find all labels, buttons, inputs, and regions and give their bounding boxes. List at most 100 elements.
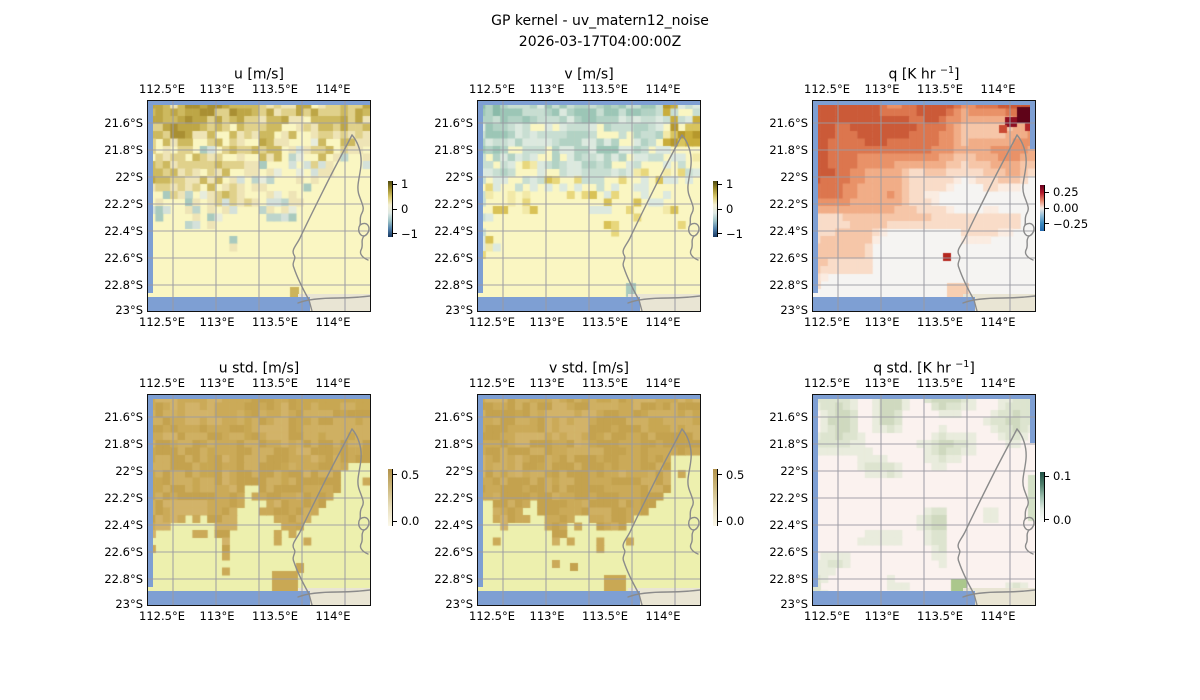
lat-tick-label: 21.6°S — [769, 410, 808, 424]
lon-tick-label-bottom: 113.5°E — [252, 315, 298, 329]
lon-tick-label-bottom: 113.5°E — [252, 609, 298, 623]
lat-tick-label: 21.8°S — [104, 143, 143, 157]
lon-tick-label-top: 112.5°E — [139, 82, 185, 96]
map-u — [147, 100, 371, 312]
panel-title-suffix: ] — [969, 360, 975, 377]
panel-u-std: u std. [m/s] 0.5 0.0 112.5°E 112.5°E 113°E 1… — [104, 361, 419, 623]
panel-title-v: v [m/s] — [478, 65, 700, 83]
lon-tick-label-bottom: 113.5°E — [917, 315, 963, 329]
lat-tick-label: 22.4°S — [104, 518, 143, 532]
colorbar-gradient — [1040, 185, 1044, 231]
panel-q-std: q std. [K hr −1] 0.1 0.0 112.5°E 112.5°E 11… — [769, 359, 1071, 623]
lat-tick-label: 22.6°S — [104, 545, 143, 559]
panel-u: u [m/s] 1 0 −1 112.5°E 112.5°E 113°E 113°E 113… — [104, 67, 418, 329]
lat-tick-label: 21.6°S — [104, 410, 143, 424]
lat-tick-label: 22.6°S — [104, 251, 143, 265]
lat-tick-label: 22°S — [780, 170, 808, 184]
lon-tick-label-top: 114°E — [980, 376, 1016, 390]
lon-tick-label-top: 112.5°E — [469, 82, 515, 96]
panel-q: q [K hr −1] 0.25 0.00 −0.25 112.5°E 112.5°E… — [769, 65, 1088, 329]
lat-tick-label: 21.8°S — [769, 437, 808, 451]
panel-title-q-std: q std. [K hr −1] — [813, 359, 1035, 377]
panel-title-text: v [m/s] — [564, 66, 614, 83]
colorbar-v: 1 0 −1 — [713, 177, 773, 241]
lon-tick-label-bottom: 114°E — [645, 315, 681, 329]
colorbar-tick-label: 1 — [726, 177, 734, 192]
lat-tick-label: 23°S — [115, 597, 143, 611]
panel-title-text: u std. [m/s] — [218, 360, 300, 377]
panel-title-text: v std. [m/s] — [549, 360, 629, 377]
lon-tick-label-bottom: 112.5°E — [804, 315, 850, 329]
lon-tick-label-bottom: 114°E — [980, 315, 1016, 329]
figure-title-line2: 2026-03-17T04:00:00Z — [518, 34, 682, 50]
lon-tick-label-bottom: 113.5°E — [582, 315, 628, 329]
panel-title-text: q [K hr — [888, 66, 941, 83]
lat-tick-label: 21.8°S — [769, 143, 808, 157]
colorbar-tick-label: 0.0 — [1053, 512, 1072, 527]
figure-title: GP kernel - uv_matern12_noise 2026-03-17… — [0, 11, 1200, 53]
lon-tick-label-bottom: 113°E — [529, 609, 565, 623]
lat-tick-label: 22.8°S — [434, 572, 473, 586]
lat-tick-label: 22.2°S — [434, 491, 473, 505]
lon-tick-label-top: 114°E — [645, 82, 681, 96]
lon-tick-label-top: 112.5°E — [804, 376, 850, 390]
colorbar-spine — [1043, 472, 1045, 522]
colorbar-tick-label: 0.5 — [401, 467, 420, 482]
lat-tick-label: 21.8°S — [104, 437, 143, 451]
lat-tick-label: 22.4°S — [434, 224, 473, 238]
lon-tick-label-top: 113°E — [529, 82, 565, 96]
lat-tick-label: 22.6°S — [769, 251, 808, 265]
lon-tick-label-top: 113°E — [199, 376, 235, 390]
lon-tick-label-bottom: 112.5°E — [469, 315, 515, 329]
colorbar-tick — [716, 520, 722, 523]
lon-tick-label-bottom: 114°E — [980, 609, 1016, 623]
figure-title-line1: GP kernel - uv_matern12_noise — [491, 13, 709, 29]
lat-tick-label: 22.8°S — [769, 572, 808, 586]
colorbar-tick — [716, 474, 722, 476]
colorbar-tick — [716, 233, 722, 235]
colorbar-tick-label: 0 — [726, 202, 734, 216]
lon-tick-label-top: 114°E — [980, 82, 1016, 96]
map-overlay-v-std — [478, 395, 700, 605]
colorbar-gradient — [388, 181, 392, 237]
lat-tick-label: 23°S — [445, 303, 473, 317]
panel-v-std: v std. [m/s] 0.5 0.0 112.5°E 112.5°E 113°E 1… — [434, 361, 744, 623]
colorbar-tick-label: 0.0 — [726, 514, 745, 529]
colorbar-tick — [1043, 191, 1049, 194]
lat-tick-label: 22.8°S — [769, 278, 808, 292]
lat-tick-label: 22.4°S — [769, 518, 808, 532]
colorbar-tick — [391, 520, 397, 523]
lon-tick-label-bottom: 112.5°E — [469, 609, 515, 623]
colorbar-tick — [1043, 223, 1049, 225]
lat-tick-label: 22.2°S — [104, 197, 143, 211]
colorbar-tick-label: 0.25 — [1053, 185, 1079, 200]
lat-tick-label: 22.4°S — [434, 518, 473, 532]
lon-tick-label-bottom: 112.5°E — [139, 609, 185, 623]
colorbar-tick — [1043, 475, 1049, 477]
lon-tick-label-top: 113°E — [199, 82, 235, 96]
lat-tick-label: 22.2°S — [434, 197, 473, 211]
panel-title-q: q [K hr −1] — [813, 65, 1035, 83]
lat-tick-label: 21.8°S — [434, 437, 473, 451]
lat-tick-label: 21.6°S — [769, 116, 808, 130]
lon-tick-label-top: 113.5°E — [252, 376, 298, 390]
colorbar-u: 1 0 −1 — [388, 177, 448, 241]
lon-tick-label-bottom: 113.5°E — [917, 609, 963, 623]
colorbar-gradient — [388, 469, 392, 526]
lon-tick-label-bottom: 114°E — [315, 315, 351, 329]
colorbar-gradient — [1040, 472, 1044, 522]
lat-tick-label: 23°S — [780, 303, 808, 317]
lat-tick-label: 21.6°S — [104, 116, 143, 130]
lon-tick-label-top: 113.5°E — [582, 376, 628, 390]
colorbar-tick-label: 0.00 — [1053, 201, 1079, 215]
colorbar-q: 0.25 0.00 −0.25 — [1040, 185, 1100, 231]
lat-tick-label: 22.6°S — [769, 545, 808, 559]
lon-tick-label-top: 114°E — [315, 82, 351, 96]
lon-tick-label-top: 113°E — [864, 376, 900, 390]
lat-tick-label: 22°S — [445, 464, 473, 478]
lat-tick-label: 22.8°S — [104, 572, 143, 586]
panel-title-sup: −1 — [940, 65, 955, 76]
lon-tick-label-top: 113.5°E — [252, 82, 298, 96]
map-overlay-q — [813, 101, 1035, 311]
